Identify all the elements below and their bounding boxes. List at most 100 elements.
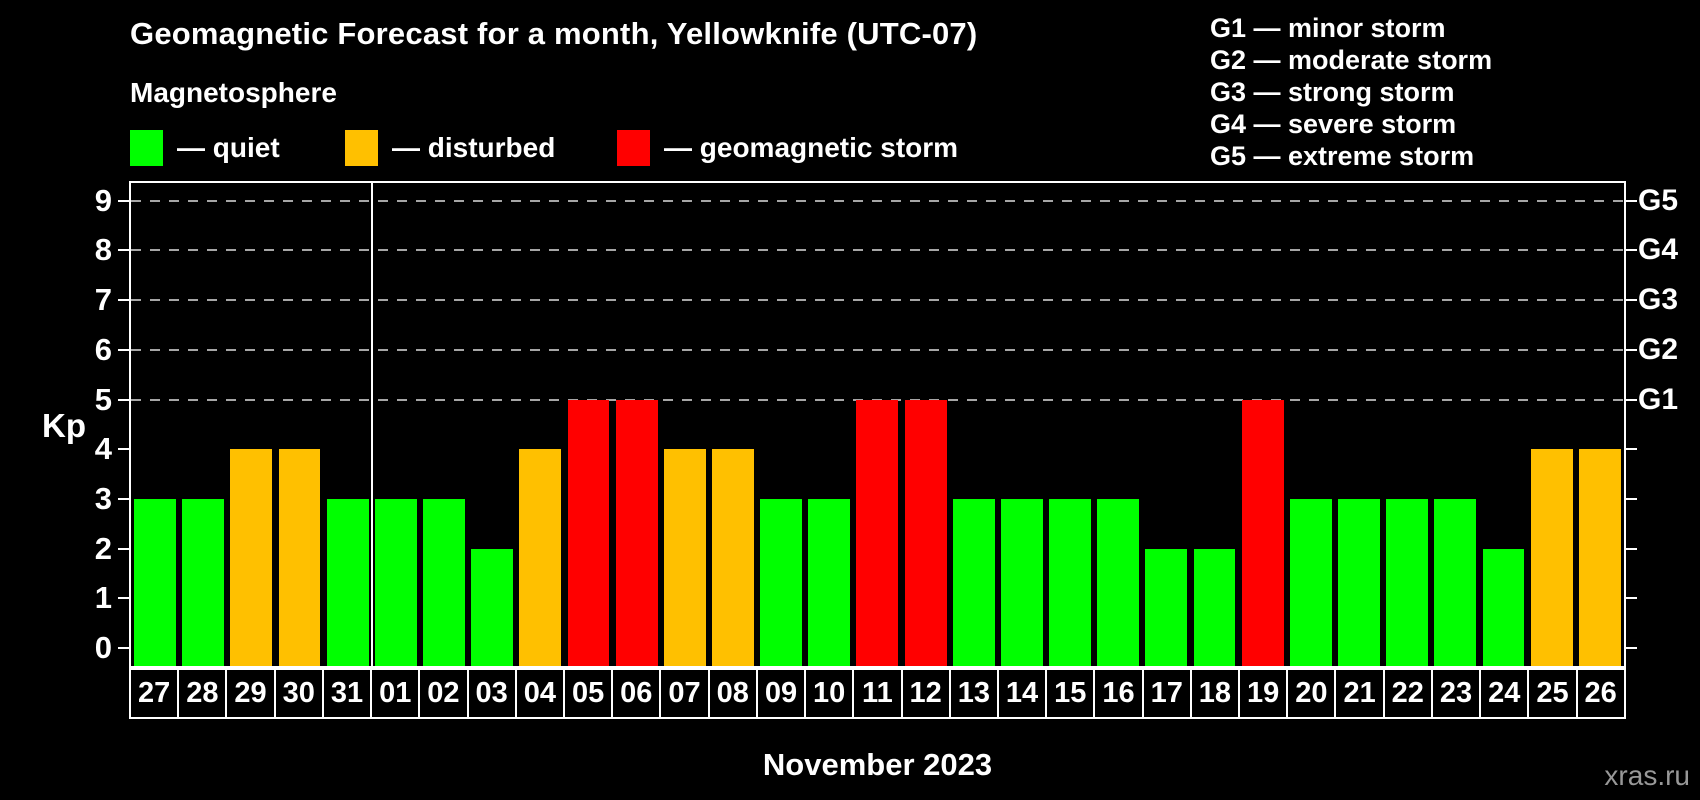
kp-bar-day-12 (904, 399, 947, 666)
day-label-11: 11 (852, 670, 900, 717)
kp-bar-day-26 (1578, 449, 1621, 666)
y-tick-label-0: 0 (94, 630, 112, 665)
day-slot (1576, 183, 1624, 666)
y-tick-label-3: 3 (94, 480, 112, 516)
x-axis-day-labels: 27 28 29 30 31 01 02 03 04 05 06 07 08 09 10 11 12 13 14 15… (129, 668, 1626, 719)
y-tick-label-5: 5 (94, 381, 112, 417)
day-label-01: 01 (370, 670, 418, 717)
right-axis-label-G1: G1 (1638, 382, 1679, 416)
day-label-09: 09 (755, 670, 804, 717)
day-label-14: 14 (996, 670, 1045, 717)
left-axis-tick-9 (118, 199, 129, 202)
gridline-kp-6 (131, 348, 1624, 351)
day-label-12: 12 (900, 670, 949, 717)
y-tick-label-8: 8 (94, 232, 112, 268)
right-axis-tick-1 (1626, 597, 1637, 600)
day-slot (468, 183, 516, 666)
legend-label-quiet: — quiet (177, 132, 280, 163)
day-slot (757, 183, 805, 666)
quiet-color-swatch (130, 130, 163, 166)
day-slot (709, 183, 757, 666)
day-label-15: 15 (1045, 670, 1093, 717)
day-slot (179, 183, 227, 666)
y-axis-tick-labels: 0 1 2 3 4 5 6 7 8 9 (52, 183, 112, 666)
day-slot (1239, 183, 1287, 666)
x-axis-title: November 2023 (762, 747, 993, 782)
day-slot (613, 183, 661, 666)
right-axis-tick-3 (1626, 497, 1637, 500)
day-slot (131, 183, 179, 666)
storm-color-swatch (617, 130, 650, 166)
right-axis-tick-9 (1626, 199, 1637, 202)
kp-bar-day-09 (760, 498, 803, 666)
g-scale-legend-line: G2 — moderate storm (1210, 45, 1493, 75)
right-axis-tick-6 (1626, 348, 1637, 351)
plot-area (118, 181, 1637, 668)
kp-bar-day-28 (182, 498, 225, 666)
kp-bar-day-01 (374, 498, 417, 666)
legend-item-storm: — geomagnetic storm (617, 128, 958, 168)
day-slot (805, 183, 853, 666)
kp-bar-day-05 (567, 399, 610, 666)
day-label-07: 07 (659, 670, 707, 717)
gridline-kp-9 (131, 199, 1624, 202)
left-axis-tick-6 (118, 348, 129, 351)
right-axis-tick-7 (1626, 299, 1637, 302)
left-axis-tick-1 (118, 597, 129, 600)
kp-bar-day-18 (1193, 548, 1236, 666)
left-axis-tick-2 (118, 547, 129, 550)
day-label-08: 08 (707, 670, 756, 717)
chart-subtitle: Magnetosphere (130, 77, 337, 108)
kp-bar-day-16 (1097, 498, 1140, 666)
day-label-10: 10 (804, 670, 852, 717)
kp-bar-day-03 (471, 548, 514, 666)
kp-bar-day-04 (519, 449, 562, 666)
legend-label-disturbed: — disturbed (392, 132, 556, 163)
kp-bar-day-29 (230, 449, 273, 666)
kp-bar-day-25 (1530, 449, 1573, 666)
left-axis-tick-4 (118, 448, 129, 451)
day-label-22: 22 (1382, 670, 1431, 717)
day-label-05: 05 (562, 670, 611, 717)
g-scale-legend-line: G3 — strong storm (1210, 77, 1455, 107)
legend-item-disturbed: — disturbed (345, 128, 555, 168)
right-axis-label-G5: G5 (1638, 183, 1679, 217)
day-label-30: 30 (273, 670, 322, 717)
day-slot (661, 183, 709, 666)
y-tick-label-2: 2 (94, 530, 112, 566)
kp-bar-day-27 (134, 498, 177, 666)
y-tick-label-6: 6 (94, 331, 112, 367)
gridline-kp-7 (131, 299, 1624, 302)
day-slot (1094, 183, 1142, 666)
kp-bar-day-10 (808, 498, 851, 666)
g-scale-legend: G1 — minor storm G2 — moderate storm G3 — … (1210, 12, 1492, 172)
day-label-19: 19 (1238, 670, 1286, 717)
day-slot (420, 183, 468, 666)
kp-bar-day-02 (423, 498, 465, 666)
kp-bar-day-15 (1049, 498, 1091, 666)
g-scale-legend-line: G5 — extreme storm (1210, 141, 1475, 171)
day-label-04: 04 (514, 670, 563, 717)
legend-label-storm: — geomagnetic storm (664, 132, 959, 163)
left-axis-tick-5 (118, 398, 129, 401)
watermark: xras.ru (1604, 760, 1690, 791)
right-axis-tick-5 (1626, 398, 1637, 401)
day-label-20: 20 (1286, 670, 1334, 717)
kp-bar-day-31 (326, 498, 369, 666)
day-label-26: 26 (1575, 670, 1624, 717)
y-tick-label-7: 7 (94, 282, 112, 318)
day-label-06: 06 (611, 670, 659, 717)
day-slot (1287, 183, 1335, 666)
y-axis-title: Kp (42, 407, 86, 444)
day-label-03: 03 (466, 670, 515, 717)
kp-bar-day-19 (1241, 399, 1284, 666)
y-tick-label-4: 4 (94, 431, 112, 467)
day-slot (227, 183, 275, 666)
day-slot (950, 183, 998, 666)
day-slot (998, 183, 1046, 666)
day-slot (275, 183, 323, 666)
day-slot (1431, 183, 1479, 666)
day-slot (564, 183, 612, 666)
kp-bar-day-13 (952, 498, 995, 666)
